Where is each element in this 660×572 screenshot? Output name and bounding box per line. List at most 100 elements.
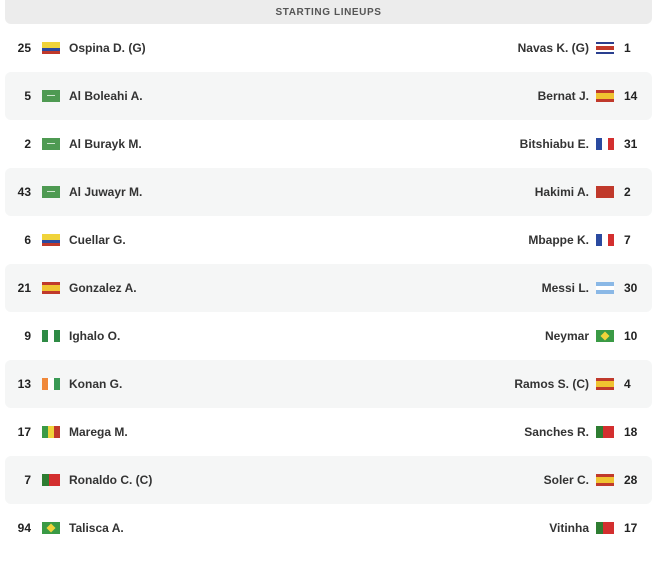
- away-player-number: 17: [624, 521, 638, 535]
- away-player[interactable]: Ramos S. (C) 4: [514, 377, 652, 391]
- lineup-row: 94 Talisca A. Vitinha 17: [5, 504, 652, 552]
- home-player-number: 6: [24, 233, 31, 247]
- flag-ng-icon: [42, 330, 60, 342]
- home-player[interactable]: 21 Gonzalez A.: [5, 281, 137, 295]
- away-player-number: 28: [624, 473, 638, 487]
- away-player-name: Mbappe K.: [528, 233, 589, 247]
- home-player-name: Gonzalez A.: [69, 281, 137, 295]
- home-player-number: 9: [24, 329, 31, 343]
- away-player[interactable]: Messi L. 30: [542, 281, 652, 295]
- away-player[interactable]: Sanches R. 18: [524, 425, 652, 439]
- home-player-name: Konan G.: [69, 377, 123, 391]
- lineup-row: 17 Marega M. Sanches R. 18: [5, 408, 652, 456]
- lineup-row: 9 Ighalo O. Neymar 10: [5, 312, 652, 360]
- flag-co-icon: [42, 42, 60, 54]
- home-player-name: Ospina D. (G): [69, 41, 146, 55]
- home-player[interactable]: 25 Ospina D. (G): [5, 41, 146, 55]
- home-player-number: 21: [17, 281, 31, 295]
- flag-ci-icon: [42, 378, 60, 390]
- home-player[interactable]: 7 Ronaldo C. (C): [5, 473, 152, 487]
- flag-es-icon: [596, 474, 614, 486]
- away-player-number: 31: [624, 137, 638, 151]
- away-player-name: Messi L.: [541, 281, 589, 295]
- flag-sa-icon: [42, 186, 60, 198]
- home-player-number: 25: [17, 41, 31, 55]
- home-player[interactable]: 94 Talisca A.: [5, 521, 124, 535]
- home-player-number: 2: [24, 137, 31, 151]
- flag-ml-icon: [42, 426, 60, 438]
- away-player[interactable]: Navas K. (G) 1: [518, 41, 652, 55]
- flag-br-icon: [596, 330, 614, 342]
- home-player[interactable]: 13 Konan G.: [5, 377, 123, 391]
- flag-sa-icon: [42, 138, 60, 150]
- home-player-number: 43: [17, 185, 31, 199]
- away-player-name: Bitshiabu E.: [519, 137, 589, 151]
- away-player-name: Ramos S. (C): [514, 377, 589, 391]
- home-player-name: Talisca A.: [69, 521, 124, 535]
- flag-es-icon: [42, 282, 60, 294]
- lineups-list: 25 Ospina D. (G) Navas K. (G) 1 5 Al Bol…: [5, 24, 652, 552]
- away-player[interactable]: Neymar 10: [545, 329, 652, 343]
- away-player[interactable]: Mbappe K. 7: [528, 233, 652, 247]
- lineup-row: 2 Al Burayk M. Bitshiabu E. 31: [5, 120, 652, 168]
- flag-pt-icon: [42, 474, 60, 486]
- home-player[interactable]: 9 Ighalo O.: [5, 329, 120, 343]
- lineup-row: 43 Al Juwayr M. Hakimi A. 2: [5, 168, 652, 216]
- flag-br-icon: [42, 522, 60, 534]
- lineup-row: 13 Konan G. Ramos S. (C) 4: [5, 360, 652, 408]
- flag-sa-icon: [42, 90, 60, 102]
- away-player-number: 10: [624, 329, 638, 343]
- starting-lineups-header: STARTING LINEUPS: [5, 0, 652, 24]
- home-player-name: Cuellar G.: [69, 233, 126, 247]
- flag-co-icon: [42, 234, 60, 246]
- home-player-number: 5: [24, 89, 31, 103]
- lineup-row: 7 Ronaldo C. (C) Soler C. 28: [5, 456, 652, 504]
- away-player-name: Bernat J.: [537, 89, 589, 103]
- away-player[interactable]: Soler C. 28: [544, 473, 652, 487]
- flag-ar-icon: [596, 282, 614, 294]
- home-player-number: 7: [24, 473, 31, 487]
- lineup-row: 5 Al Boleahi A. Bernat J. 14: [5, 72, 652, 120]
- away-player-number: 14: [624, 89, 638, 103]
- away-player-name: Vitinha: [549, 521, 589, 535]
- home-player-number: 17: [17, 425, 31, 439]
- home-player-name: Al Burayk M.: [69, 137, 142, 151]
- away-player-number: 18: [624, 425, 638, 439]
- away-player[interactable]: Bitshiabu E. 31: [520, 137, 652, 151]
- flag-pt-icon: [596, 522, 614, 534]
- away-player[interactable]: Hakimi A. 2: [535, 185, 652, 199]
- flag-es-icon: [596, 90, 614, 102]
- home-player[interactable]: 5 Al Boleahi A.: [5, 89, 143, 103]
- away-player-name: Neymar: [544, 329, 589, 343]
- home-player-name: Ronaldo C. (C): [69, 473, 153, 487]
- away-player[interactable]: Bernat J. 14: [538, 89, 652, 103]
- away-player-number: 2: [624, 185, 631, 199]
- home-player-name: Al Boleahi A.: [69, 89, 143, 103]
- flag-fr-icon: [596, 234, 614, 246]
- away-player-name: Soler C.: [543, 473, 589, 487]
- home-player[interactable]: 17 Marega M.: [5, 425, 128, 439]
- lineup-row: 25 Ospina D. (G) Navas K. (G) 1: [5, 24, 652, 72]
- away-player-name: Navas K. (G): [517, 41, 589, 55]
- flag-cr-icon: [596, 42, 614, 54]
- away-player-number: 30: [624, 281, 638, 295]
- away-player-name: Sanches R.: [524, 425, 589, 439]
- away-player-number: 7: [624, 233, 631, 247]
- home-player[interactable]: 43 Al Juwayr M.: [5, 185, 143, 199]
- home-player-number: 94: [17, 521, 31, 535]
- away-player[interactable]: Vitinha 17: [549, 521, 652, 535]
- flag-es-icon: [596, 378, 614, 390]
- home-player-number: 13: [17, 377, 31, 391]
- home-player[interactable]: 6 Cuellar G.: [5, 233, 126, 247]
- home-player-name: Marega M.: [69, 425, 128, 439]
- away-player-number: 1: [624, 41, 631, 55]
- away-player-name: Hakimi A.: [534, 185, 589, 199]
- flag-pt-icon: [596, 426, 614, 438]
- home-player[interactable]: 2 Al Burayk M.: [5, 137, 142, 151]
- away-player-number: 4: [624, 377, 631, 391]
- lineup-row: 21 Gonzalez A. Messi L. 30: [5, 264, 652, 312]
- flag-fr-icon: [596, 138, 614, 150]
- home-player-name: Al Juwayr M.: [69, 185, 143, 199]
- lineup-row: 6 Cuellar G. Mbappe K. 7: [5, 216, 652, 264]
- flag-ma-icon: [596, 186, 614, 198]
